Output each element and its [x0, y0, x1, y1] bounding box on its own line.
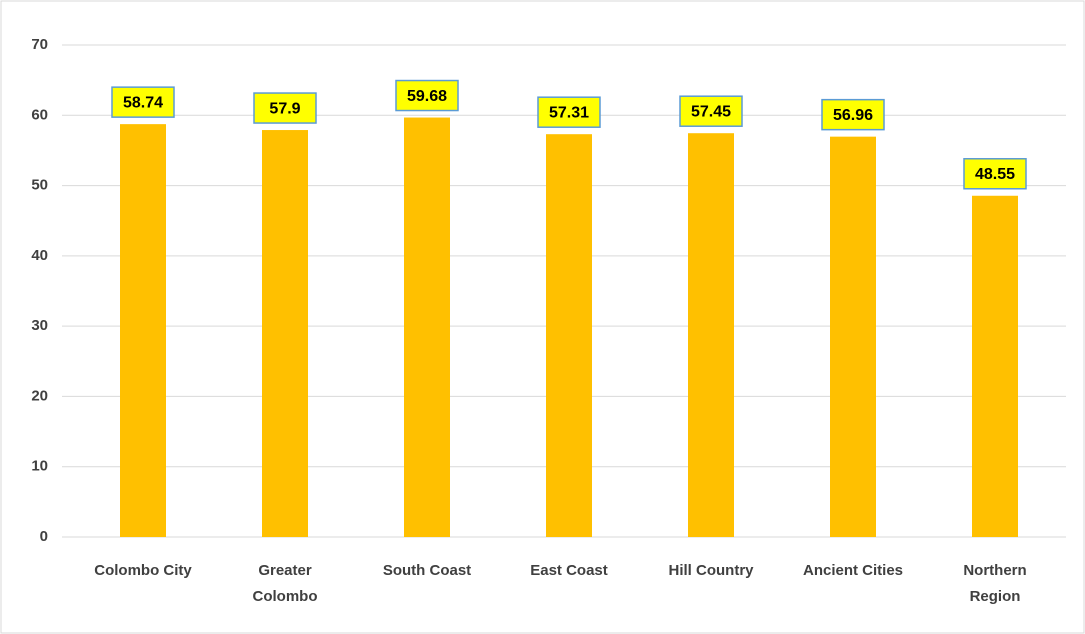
y-tick-label: 70 [31, 36, 48, 53]
bar [120, 124, 166, 537]
y-tick-label: 50 [31, 177, 48, 194]
x-tick-label: South Coast [382, 562, 472, 579]
data-label: 57.9 [269, 100, 300, 117]
data-label: 57.31 [549, 104, 589, 121]
data-label-box [537, 96, 601, 128]
y-tick-label: 20 [31, 387, 48, 404]
y-tick-label: 0 [40, 528, 48, 545]
data-label-box [679, 95, 743, 127]
y-tick-label: 40 [31, 247, 48, 264]
x-tick-label: Northern Region [963, 562, 1027, 605]
bar [546, 134, 592, 537]
y-tick-label: 30 [31, 317, 48, 334]
x-tick-label: Colombo City [94, 562, 192, 579]
x-tick-label: Ancient Cities [802, 562, 904, 579]
y-tick-label: 10 [31, 458, 48, 475]
data-label-box [111, 86, 175, 118]
x-tick-label: Greater Colombo [252, 562, 318, 605]
bar [404, 117, 450, 538]
data-label: 58.74 [123, 94, 163, 111]
bar [830, 136, 876, 537]
data-label: 48.55 [975, 166, 1015, 183]
data-label-box [963, 158, 1027, 190]
data-label-box [253, 92, 317, 124]
bar [262, 130, 308, 537]
data-label-box [821, 98, 885, 131]
data-label: 56.96 [833, 107, 873, 124]
x-tick-label: East Coast [530, 562, 608, 579]
x-tick-label: Hill Country [668, 562, 754, 579]
data-label: 59.68 [407, 88, 447, 105]
bar [688, 133, 734, 538]
data-label: 57.45 [691, 103, 731, 120]
bar [972, 195, 1018, 537]
y-tick-label: 60 [31, 106, 48, 123]
data-label-box [395, 79, 459, 112]
